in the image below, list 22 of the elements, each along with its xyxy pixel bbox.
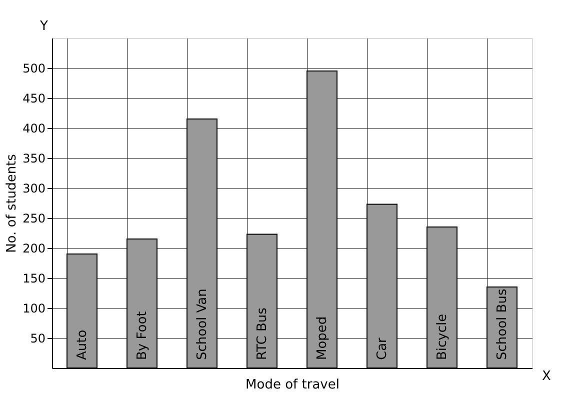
y-axis-title: No. of students [4,154,20,253]
y-tick-label: 200 [22,242,46,256]
x-tick-label: Car [375,336,390,360]
y-tick-label: 450 [22,92,46,106]
x-axis-title: Mode of travel [246,378,340,392]
y-tick-label: 150 [22,272,46,286]
x-tick-label: Bicycle [435,314,450,360]
text: Y [39,19,48,34]
x-tick-label: Auto [75,330,90,360]
x-tick-label: By Foot [135,311,150,360]
x-tick-label: School Bus [495,288,510,360]
y-tick-label: 400 [22,122,46,136]
y-tick-label: 300 [22,182,46,196]
x-tick-label: Moped [315,316,330,360]
y-tick-label: 50 [30,332,46,346]
x-tick-label: School Van [195,288,210,360]
y-tick-label: 100 [22,302,46,316]
y-tick-label: 500 [22,62,46,76]
y-tick-label: 250 [22,212,46,226]
x-tick-label: RTC Bus [255,307,270,360]
y-tick-label: 350 [22,152,46,166]
text: X [542,369,551,384]
